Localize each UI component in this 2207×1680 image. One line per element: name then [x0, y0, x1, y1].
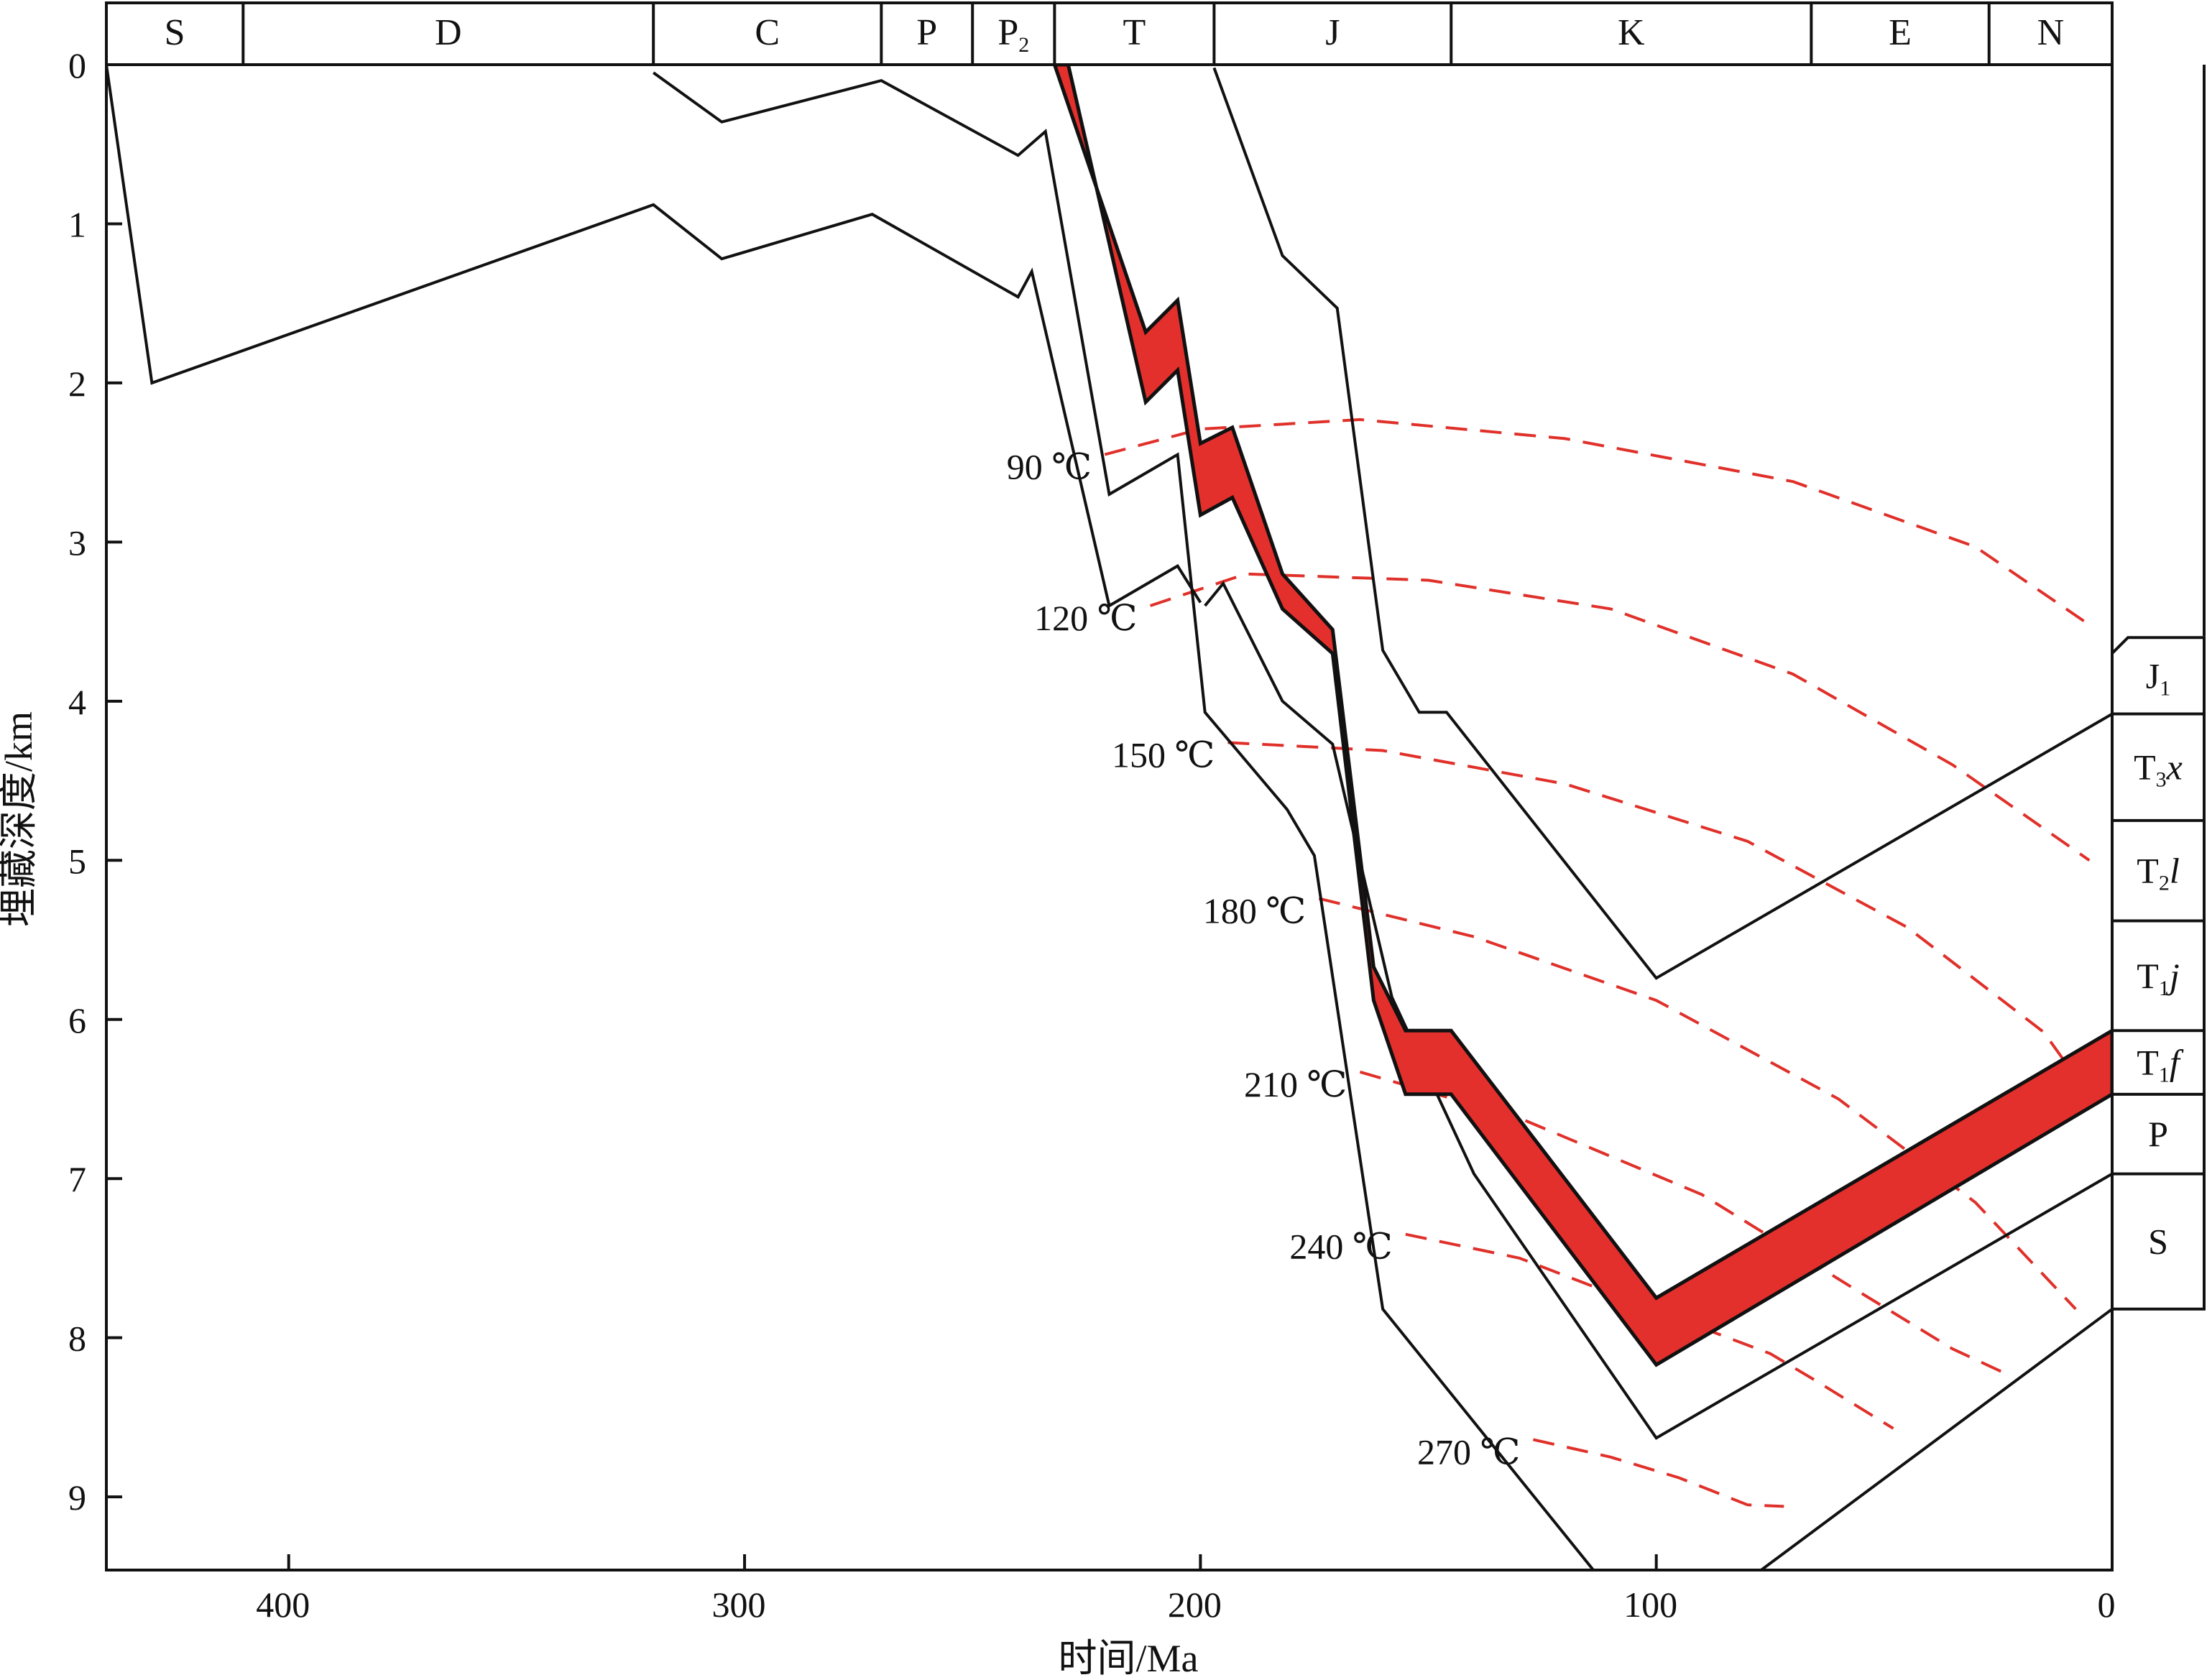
strat-unit-label: T1j — [2137, 956, 2179, 1000]
isotherm-group — [1104, 417, 2091, 1508]
period-label: E — [1889, 12, 1912, 53]
plot-frame — [105, 63, 2114, 1571]
y-tick-label: 1 — [68, 204, 86, 244]
strat-unit-label: P — [2148, 1114, 2168, 1154]
period-label: C — [755, 12, 780, 53]
x-tick-label: 0 — [2098, 1584, 2116, 1625]
isotherm-line — [1532, 1438, 1784, 1508]
strat-unit-label: J1 — [2146, 655, 2170, 700]
source-rock-band — [1052, 65, 2112, 1367]
x-tick-label: 400 — [256, 1584, 310, 1625]
y-tick-label: 8 — [68, 1319, 86, 1359]
x-tick-label: 300 — [712, 1584, 766, 1625]
x-tick-label: 100 — [1623, 1584, 1677, 1625]
y-tick-label: 5 — [68, 841, 86, 881]
isotherm-label: 240 ℃ — [1289, 1227, 1392, 1267]
period-label: K — [1618, 12, 1645, 53]
period-label: N — [2037, 12, 2065, 53]
burial-curve — [106, 65, 1202, 609]
isotherm-label: 150 ℃ — [1112, 734, 1215, 775]
isotherm-label: 270 ℃ — [1417, 1431, 1520, 1472]
strat-column-outline — [2111, 636, 2206, 1311]
period-label: S — [165, 12, 185, 53]
isotherm-line — [1318, 897, 2077, 1311]
strat-unit-label: T1f — [2137, 1043, 2184, 1087]
strat-unit-label: T2l — [2137, 851, 2179, 895]
burial-curve-group — [106, 65, 2112, 1570]
burial-curve — [653, 71, 2112, 1570]
y-tick-label: 6 — [68, 1000, 86, 1040]
period-label: P — [916, 12, 937, 53]
x-tick-label: 200 — [1168, 1584, 1222, 1625]
x-axis-title: 时间/Ma — [1059, 1637, 1199, 1680]
period-label: T — [1123, 12, 1146, 53]
isotherm-line — [1227, 741, 2091, 1097]
strat-unit-label: S — [2148, 1222, 2168, 1262]
isotherm-label-group: 90 ℃ 120 ℃ 150 ℃ 180 ℃ 210 ℃ 240 ℃ 270 ℃ — [1007, 447, 1521, 1472]
isotherm-line — [1104, 417, 2091, 627]
highlight-band-group — [1052, 65, 2112, 1367]
burial-curve — [1212, 67, 2112, 980]
stratigraphic-column: J1 T3x T2l T1j T1f P S — [2111, 65, 2206, 1311]
y-tick-label: 2 — [68, 364, 86, 404]
isotherm-label: 210 ℃ — [1244, 1064, 1347, 1104]
y-axis-title: 埋藏深度/km — [0, 711, 40, 927]
y-tick-label: 7 — [68, 1159, 86, 1199]
isotherm-label: 120 ℃ — [1034, 598, 1137, 638]
geologic-period-bar: S D C P P2 T J K E N — [105, 1, 2114, 66]
plot-area-border — [105, 63, 2114, 1571]
period-label: P2 — [997, 12, 1029, 57]
isotherm-label: 180 ℃ — [1203, 890, 1306, 931]
strat-unit-label: T3x — [2134, 747, 2183, 792]
y-tick-label: 9 — [68, 1477, 86, 1518]
period-label: J — [1325, 12, 1340, 53]
isotherm-line — [1149, 572, 2091, 862]
period-label: D — [435, 12, 462, 53]
axes-group: 0 1 2 3 4 5 6 7 8 9 400 300 200 100 0 — [68, 45, 2116, 1625]
y-tick-label: 4 — [68, 682, 86, 722]
y-tick-label: 0 — [68, 45, 86, 86]
y-tick-label: 3 — [68, 522, 86, 563]
isotherm-label: 90 ℃ — [1007, 447, 1092, 487]
